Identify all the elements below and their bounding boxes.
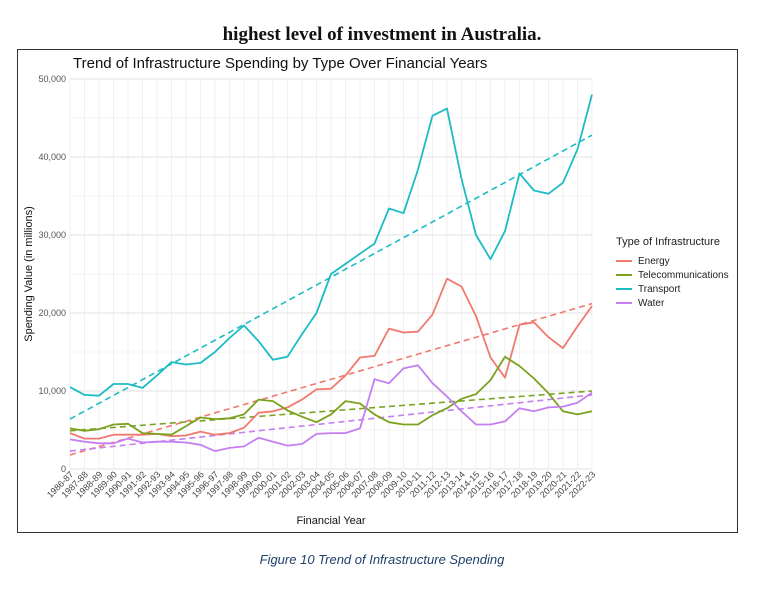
y-tick-label: 0 xyxy=(61,464,66,474)
chart-frame: Trend of Infrastructure Spending by Type… xyxy=(17,49,738,533)
trend-line-energy xyxy=(69,302,593,456)
series-line-transport xyxy=(69,94,593,397)
legend-swatch xyxy=(616,274,632,276)
figure-caption: Figure 10 Trend of Infrastructure Spendi… xyxy=(259,552,505,567)
chart-title: Trend of Infrastructure Spending by Type… xyxy=(73,55,488,72)
legend-item-water: Water xyxy=(616,296,729,310)
y-tick-label: 30,000 xyxy=(38,230,66,240)
legend-swatch xyxy=(616,302,632,304)
trend-line-transport xyxy=(69,134,593,420)
y-tick-label: 20,000 xyxy=(38,308,66,318)
y-tick-label: 10,000 xyxy=(38,386,66,396)
y-axis-label: Spending Value (in millions) xyxy=(23,206,35,342)
series-line-water xyxy=(69,364,593,453)
legend-item-energy: Energy xyxy=(616,254,729,268)
legend-label: Water xyxy=(638,297,665,309)
legend-item-telecommunications: Telecommunications xyxy=(616,268,729,282)
trend-line-water xyxy=(69,394,593,452)
legend-swatch xyxy=(616,260,632,262)
series-line-telecommunications xyxy=(69,355,593,436)
legend-label: Transport xyxy=(638,283,681,295)
legend: Type of Infrastructure Energy Telecommuni… xyxy=(616,236,729,310)
legend-swatch xyxy=(616,288,632,290)
legend-label: Telecommunications xyxy=(638,269,729,281)
page-heading: highest level of investment in Australia… xyxy=(222,24,542,45)
x-axis-label: Financial Year xyxy=(296,515,365,527)
legend-title: Type of Infrastructure xyxy=(616,236,720,248)
legend-label: Energy xyxy=(638,255,670,267)
trend-line-telecommunications xyxy=(69,390,593,432)
line-chart: 010,00020,00030,00040,00050,0001986-8719… xyxy=(23,74,597,527)
legend-item-transport: Transport xyxy=(616,282,729,296)
y-tick-label: 40,000 xyxy=(38,152,66,162)
y-tick-label: 50,000 xyxy=(38,74,66,84)
